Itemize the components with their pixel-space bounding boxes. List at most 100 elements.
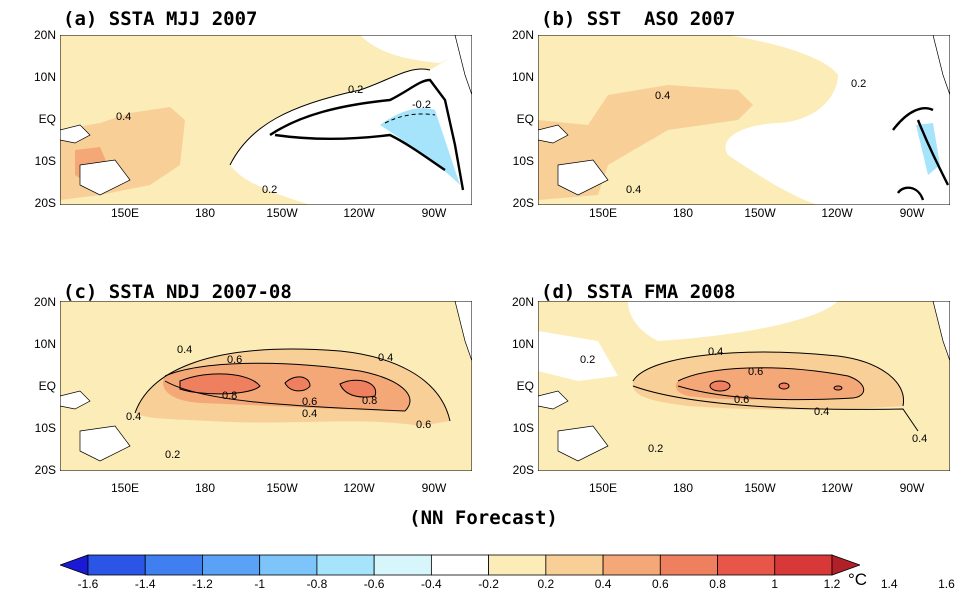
y-tick: 10S <box>512 421 534 435</box>
unit-label: °C <box>848 570 868 589</box>
y-tick: 10S <box>34 154 56 168</box>
colorbar-tick-label: 0.2 <box>537 577 555 591</box>
colorbar-swatch <box>316 554 375 576</box>
colorbar-swatch <box>659 554 718 576</box>
contour-label: 0.6 <box>734 394 749 406</box>
x-tick: 150E <box>588 206 618 220</box>
colorbar-tick-label: -0.6 <box>363 577 385 591</box>
map-panel-b: 0.4 0.2 0.4 <box>538 35 950 205</box>
colorbar-swatch <box>87 554 146 576</box>
panel-title-d: (d) SSTA FMA 2008 <box>541 281 736 303</box>
contour-label: 0.4 <box>177 344 192 356</box>
x-tick: 180 <box>194 206 216 220</box>
contour-label: 0.6 <box>748 366 763 378</box>
colorbar-tick-label: -1.2 <box>192 577 213 591</box>
x-tick: 150E <box>588 481 618 495</box>
colorbar-swatch <box>202 554 261 576</box>
x-tick: 90W <box>899 481 925 495</box>
map-panel-c: 0.4 0.6 0.4 0.8 0.6 0.4 0.8 0.4 0.6 0.2 <box>60 301 472 471</box>
colorbar-swatch <box>717 554 776 576</box>
colorbar-tick-label: -0.4 <box>421 577 442 591</box>
y-tick: 20S <box>512 196 534 210</box>
colorbar-tick-label: -1.6 <box>77 577 99 591</box>
panel-title-c: (c) SSTA NDJ 2007-08 <box>63 281 292 303</box>
colorbar-swatch <box>259 554 318 576</box>
colorbar-tick-label: 0.6 <box>651 577 669 591</box>
map-panel-d: 0.2 0.4 0.6 0.6 0.4 0.4 0.2 <box>538 301 950 471</box>
y-tick: 10S <box>512 154 534 168</box>
panel-title-b: (b) SST ASO 2007 <box>541 8 736 30</box>
x-tick: 120W <box>343 481 375 495</box>
y-tick: 20N <box>511 28 534 42</box>
colorbar-arrow-high <box>831 554 860 576</box>
x-tick: 150W <box>744 206 776 220</box>
x-tick: 150E <box>110 206 140 220</box>
colorbar-tick-label: 1.6 <box>938 577 955 591</box>
colorbar-tick-label: 1.4 <box>880 577 898 591</box>
figure-caption: (NN Forecast) <box>409 507 558 529</box>
x-tick: 90W <box>421 481 447 495</box>
colorbar-tick-label: -1.4 <box>134 577 156 591</box>
x-tick: 90W <box>899 206 925 220</box>
colorbar-swatch <box>545 554 604 576</box>
colorbar-tick-label: 0.4 <box>594 577 612 591</box>
colorbar <box>60 554 860 576</box>
y-tick: 20N <box>33 295 56 309</box>
panel-title-a: (a) SSTA MJJ 2007 <box>63 8 258 30</box>
y-tick: 20S <box>34 196 56 210</box>
colorbar-tick-label: -0.8 <box>306 577 328 591</box>
x-tick: 90W <box>421 206 447 220</box>
y-tick: EQ <box>516 112 534 126</box>
colorbar-swatch <box>488 554 547 576</box>
contour-label: 0.8 <box>362 395 377 407</box>
x-tick: 180 <box>672 206 694 220</box>
contour-label: 0.2 <box>262 184 277 196</box>
x-tick: 120W <box>821 481 853 495</box>
colorbar-swatch <box>373 554 432 576</box>
y-tick: EQ <box>38 112 56 126</box>
contour-label: 0.2 <box>348 84 363 96</box>
contour-label: 0.6 <box>302 396 317 408</box>
contour-label: -0.2 <box>412 99 431 111</box>
contour-label: 0.4 <box>302 408 317 420</box>
y-tick: 10N <box>33 337 56 351</box>
contour-label: 0.4 <box>912 433 927 445</box>
contour-label: 0.4 <box>126 411 141 423</box>
contour-label: 0.4 <box>708 346 723 358</box>
map-panel-a: 0.2 0.4 -0.2 0.2 <box>60 35 472 205</box>
contour-label: 0.6 <box>227 354 242 366</box>
y-tick: 20N <box>511 295 534 309</box>
y-tick: 10S <box>34 421 56 435</box>
contour-label: 0.2 <box>648 443 663 455</box>
x-tick: 120W <box>821 206 853 220</box>
y-tick: 20N <box>33 28 56 42</box>
contour-label: 0.8 <box>222 390 237 402</box>
x-tick: 120W <box>343 206 375 220</box>
contour-label: 0.4 <box>655 90 670 102</box>
colorbar-swatch <box>144 554 203 576</box>
contour-label: 0.2 <box>165 449 180 461</box>
contour-label: 0.4 <box>814 406 829 418</box>
x-tick: 150W <box>266 206 298 220</box>
contour-label: 0.6 <box>416 419 431 431</box>
colorbar-tick-label: 1 <box>771 577 779 591</box>
colorbar-tick-label: 1.2 <box>823 577 841 591</box>
contour-label: 0.4 <box>626 184 641 196</box>
x-tick: 180 <box>672 481 694 495</box>
y-tick: 10N <box>511 337 534 351</box>
colorbar-swatch <box>774 554 833 576</box>
colorbar-tick-label: -1 <box>254 577 266 591</box>
contour-label: 0.2 <box>580 354 595 366</box>
y-tick: 10N <box>33 70 56 84</box>
colorbar-tick-label: 0.8 <box>709 577 726 591</box>
x-tick: 150E <box>110 481 140 495</box>
x-tick: 180 <box>194 481 216 495</box>
y-tick: 20S <box>34 463 56 477</box>
contour-label: 0.2 <box>851 78 866 90</box>
colorbar-tick-label: -0.2 <box>478 577 499 591</box>
x-tick: 150W <box>266 481 298 495</box>
y-tick: EQ <box>516 379 534 393</box>
contour-label: 0.4 <box>378 352 393 364</box>
y-tick: 10N <box>511 70 534 84</box>
colorbar-arrow-low <box>60 554 89 576</box>
